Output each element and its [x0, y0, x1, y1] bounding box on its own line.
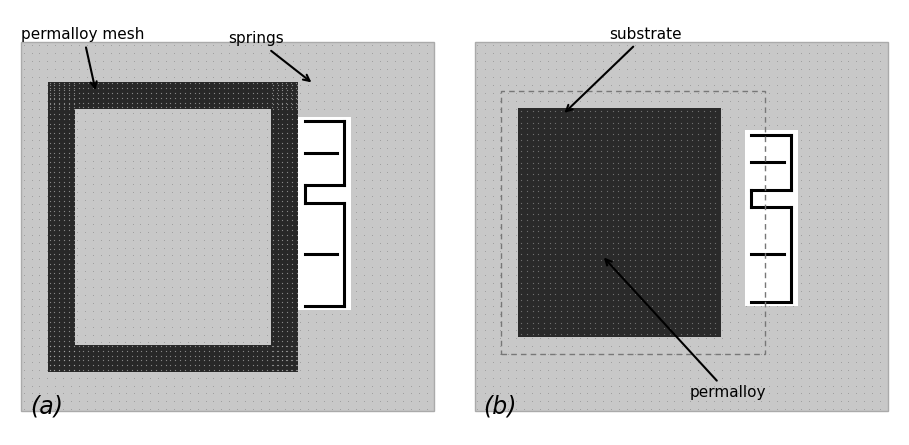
Text: (a): (a) [30, 394, 64, 418]
Text: springs: springs [228, 31, 310, 81]
Text: permalloy mesh: permalloy mesh [22, 27, 145, 88]
Text: permalloy: permalloy [605, 259, 766, 400]
Bar [271, 82, 298, 372]
Bar [75, 109, 271, 345]
Bar [501, 91, 764, 354]
Bar [22, 42, 435, 412]
Bar [744, 130, 797, 306]
Bar [474, 42, 887, 412]
Bar [48, 345, 298, 372]
Text: (b): (b) [484, 394, 517, 418]
Bar [518, 108, 721, 337]
Bar [48, 82, 298, 109]
Bar [298, 117, 351, 311]
Text: substrate: substrate [566, 27, 683, 111]
Bar [48, 82, 75, 372]
